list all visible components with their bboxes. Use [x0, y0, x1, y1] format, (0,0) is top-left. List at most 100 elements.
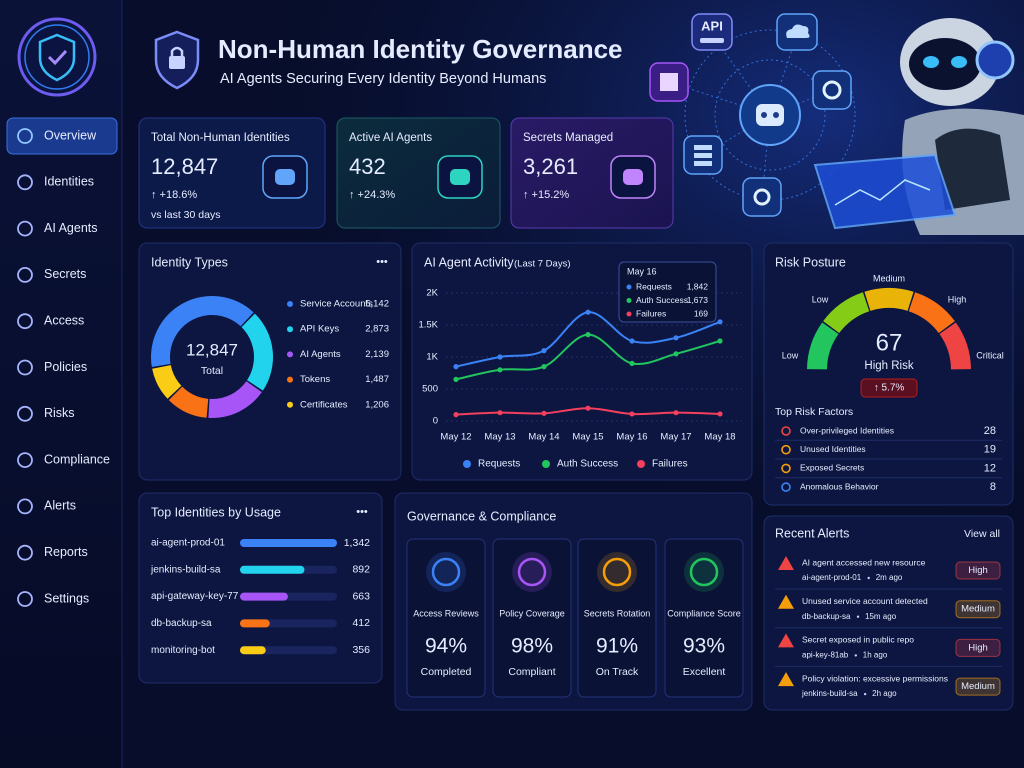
nav-item[interactable]: Access [44, 313, 84, 327]
identity-name: api-gateway-key-77 [151, 591, 239, 602]
nav-icon [17, 359, 33, 376]
panel-menu[interactable]: ••• [376, 256, 388, 268]
series-point [541, 348, 547, 354]
risk-change: ↑ 5.7% [874, 383, 905, 394]
view-all-link[interactable]: View all [964, 528, 1000, 540]
kpi-card [138, 117, 326, 229]
identity-name: jenkins-build-sa [150, 564, 221, 575]
hero-api-label: API [701, 18, 723, 33]
kpi-label: Secrets Managed [523, 132, 613, 144]
severity-badge [955, 600, 1001, 619]
alert-time: 2h ago [872, 689, 897, 698]
compliance-icon [602, 557, 632, 587]
legend-label: Failures [652, 459, 688, 470]
alert-icon [778, 672, 794, 687]
nav-item[interactable]: Compliance [44, 452, 110, 466]
risk-score-label: High Risk [864, 360, 913, 372]
usage-value: 663 [352, 590, 370, 602]
alert-icon [778, 633, 794, 648]
tooltip-label: Requests [636, 281, 672, 291]
nav-item[interactable]: Risks [44, 406, 75, 420]
panel-title: Governance & Compliance [407, 509, 556, 523]
nav-item[interactable]: Identities [44, 175, 94, 189]
usage-value: 412 [352, 617, 370, 629]
alert-time: 2m ago [876, 573, 903, 582]
kpi-note: vs last 30 days [151, 209, 220, 221]
nav-item[interactable]: Secrets [44, 267, 86, 281]
series-point [629, 338, 635, 344]
panel-title: Top Identities by Usage [151, 505, 281, 519]
gauge-segment [864, 288, 914, 311]
nav-icon [17, 544, 33, 561]
severity-badge [955, 677, 1001, 696]
series-point [717, 411, 723, 417]
kpi-label: Active AI Agents [349, 132, 432, 144]
usage-value: 1,342 [344, 537, 370, 549]
y-tick-label: 0 [433, 416, 438, 427]
x-tick-label: May 18 [704, 432, 735, 443]
series-point [453, 412, 459, 418]
series-point [585, 309, 591, 315]
severity-badge [955, 561, 1001, 580]
alert-title: AI agent accessed new resource [802, 557, 926, 567]
legend-label: Certificates [300, 399, 348, 410]
nav-item[interactable]: AI Agents [44, 221, 98, 235]
tooltip-value: 169 [694, 308, 708, 318]
nav-item[interactable]: Reports [44, 545, 88, 559]
sidebar [0, 0, 122, 768]
series-point [453, 364, 459, 370]
tooltip-dot [626, 311, 632, 317]
nav-icon [17, 452, 33, 469]
nav-item[interactable]: Settings [44, 591, 89, 605]
legend-dot [287, 376, 293, 383]
alert-icon [778, 594, 794, 609]
tooltip-dot [626, 284, 632, 290]
compliance-card [664, 538, 744, 698]
nav-item[interactable]: Overview [44, 128, 97, 142]
donut-segment [168, 386, 209, 418]
legend-value: 2,139 [365, 349, 389, 360]
page-subtitle: AI Agents Securing Every Identity Beyond… [220, 71, 546, 87]
identity-name: ai-agent-prod-01 [151, 538, 225, 549]
donut-total-label: Total [201, 365, 223, 377]
x-tick-label: May 17 [660, 432, 691, 443]
series-point [717, 319, 723, 325]
series-point [541, 364, 547, 370]
legend-value: 5,142 [365, 299, 389, 310]
nav-icon [17, 313, 33, 330]
series-point [541, 410, 547, 416]
gauge-segment [908, 292, 955, 334]
usage-bar [240, 539, 337, 547]
usage-value: 892 [352, 564, 370, 576]
separator-dot [863, 692, 867, 696]
kpi-value: 432 [349, 154, 386, 179]
panel-subtitle: (Last 7 Days) [514, 259, 571, 270]
panel-menu[interactable]: ••• [356, 506, 368, 518]
nav-icon [17, 128, 33, 144]
gauge-label: Medium [873, 273, 905, 283]
legend-value: 1,206 [365, 399, 389, 410]
alert-source: db-backup-sa [802, 612, 851, 621]
nav-icon [17, 405, 33, 422]
legend-dot [287, 326, 293, 333]
risk-score: 67 [876, 329, 903, 356]
compliance-icon [689, 557, 719, 587]
x-tick-label: May 14 [528, 432, 559, 443]
nav-icon [17, 591, 33, 607]
nav-item[interactable]: Policies [44, 360, 87, 374]
alert-source: jenkins-build-sa [801, 689, 858, 698]
nav-item[interactable]: Alerts [44, 499, 76, 513]
compliance-value: 93% [683, 635, 725, 658]
logo [17, 17, 97, 97]
severity-label: Medium [961, 604, 995, 615]
y-tick-label: 500 [422, 384, 438, 395]
tooltip-label: Failures [636, 308, 666, 318]
series-point [717, 338, 723, 344]
series-point [673, 410, 679, 416]
risk-factor-name: Anomalous Behavior [800, 481, 879, 491]
series-point [673, 335, 679, 341]
separator-dot [854, 654, 858, 657]
tooltip-value: 1,842 [687, 281, 709, 291]
risk-factor-icon [781, 444, 791, 455]
